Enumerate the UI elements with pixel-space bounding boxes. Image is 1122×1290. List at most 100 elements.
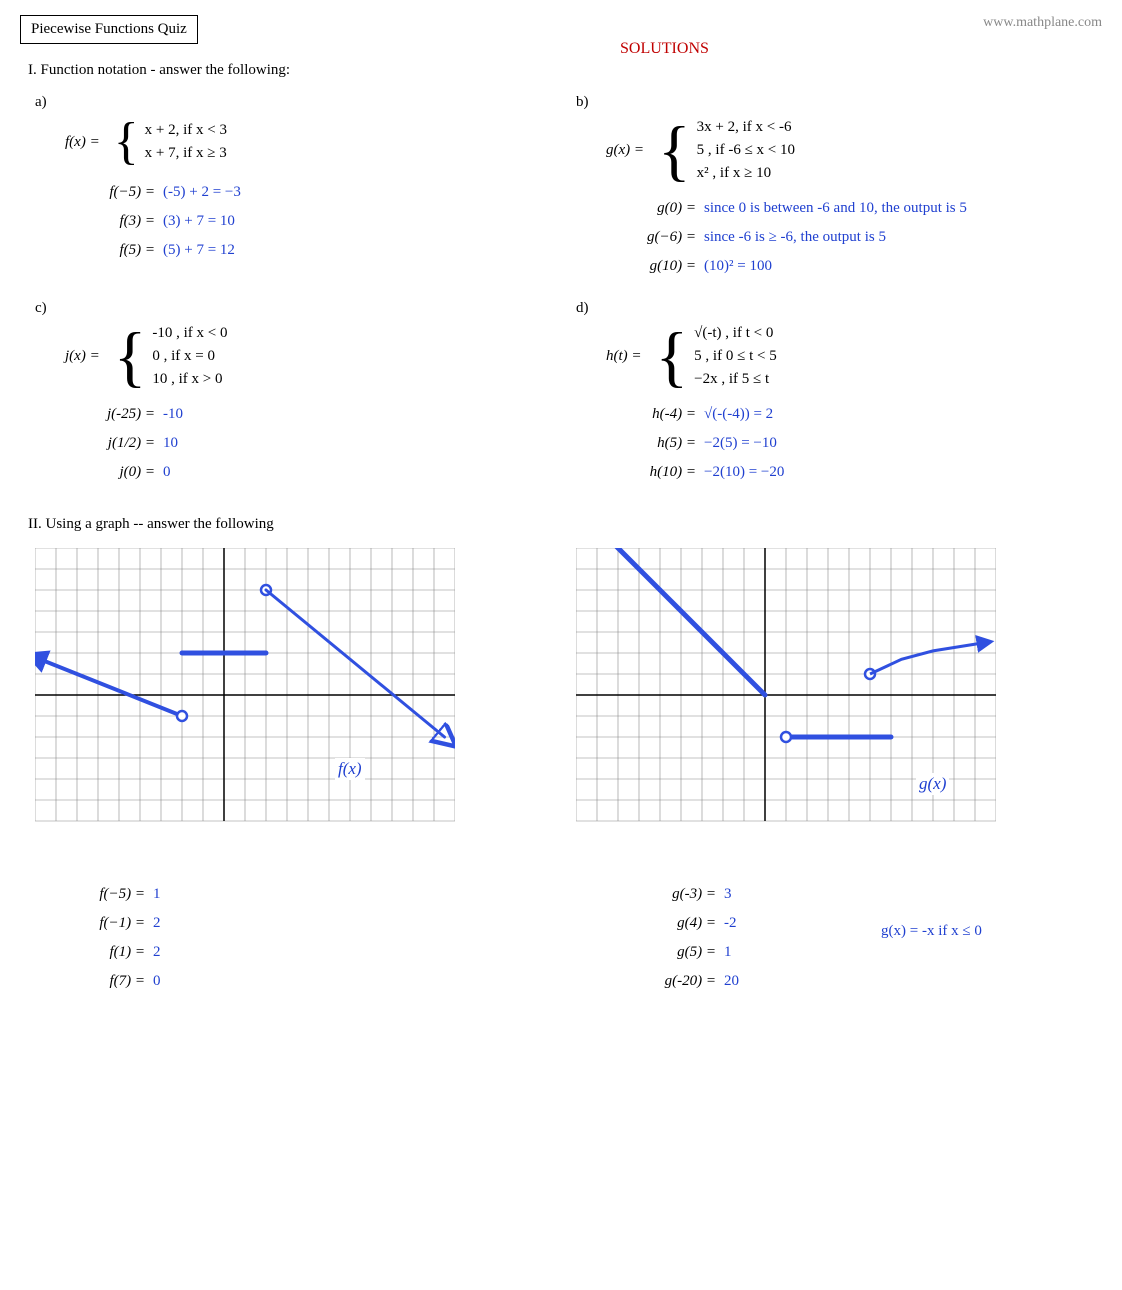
eval-question: f(5) = [85,242,163,259]
eval-question: g(5) = [646,944,724,961]
piece: x + 2, if x < 3 [145,122,227,139]
label-c: c) [35,300,546,317]
eval-question: g(-3) = [646,886,724,903]
eval-answer: 2 [153,944,161,961]
func-a-name: f(x) = [65,134,100,151]
piece: √(-t) , if t < 0 [694,325,777,342]
func-d-name: h(t) = [606,348,642,365]
eval-answer: since -6 is ≥ -6, the output is 5 [704,229,886,246]
header: Piecewise Functions Quiz www.mathplane.c… [20,15,1102,44]
pieces-b: 3x + 2, if x < -6 5 , if -6 ≤ x < 10 x² … [697,119,795,182]
eval-answer: -2 [724,915,737,932]
func-b-name: g(x) = [606,142,644,159]
eval-line: f(7) =0 [75,973,546,990]
eval-answer: (3) + 7 = 10 [163,213,235,230]
eval-line: h(10) =−2(10) = −20 [626,464,1087,481]
eval-answer: 2 [153,915,161,932]
eval-answer: (5) + 7 = 12 [163,242,235,259]
eval-answer: 0 [153,973,161,990]
brace-icon: { [656,326,689,387]
eval-question: j(0) = [85,464,163,481]
piece: 10 , if x > 0 [152,371,227,388]
eval-answer: 0 [163,464,171,481]
eval-answer: −2(10) = −20 [704,464,784,481]
eval-question: f(−5) = [75,886,153,903]
problem-a: a) f(x) = { x + 2, if x < 3 x + 7, if x ≥… [20,89,561,280]
label-b: b) [576,94,1087,111]
piece: 0 , if x = 0 [152,348,227,365]
graph-f-svg [35,548,455,848]
brace-icon: { [114,119,139,166]
problem-b: b) g(x) = { 3x + 2, if x < -6 5 , if -6 … [561,89,1102,280]
eval-line: g(5) =1 [646,944,1087,961]
eval-line: j(0) = 0 [85,464,546,481]
eval-line: f(5) =(5) + 7 = 12 [85,242,546,259]
graph-f-label: f(x) [335,758,365,780]
eval-line: h(5) =−2(5) = −10 [626,435,1087,452]
section-2-heading: II. Using a graph -- answer the followin… [28,516,1102,533]
section-1-heading: I. Function notation - answer the follow… [28,62,1102,79]
eval-line: g(-20) =20 [646,973,1087,990]
quiz-title: Piecewise Functions Quiz [20,15,198,44]
eval-answer: (10)² = 100 [704,258,772,275]
pieces-c: -10 , if x < 0 0 , if x = 0 10 , if x > … [152,325,227,388]
eval-question: f(1) = [75,944,153,961]
eval-question: g(4) = [646,915,724,932]
source-url: www.mathplane.com [983,15,1102,31]
graph-g: g(x) [576,548,996,868]
graph-g-col: g(x) g(-3) =3g(4) =-2g(5) =1g(-20) =20 g… [561,543,1102,995]
eval-question: g(-20) = [646,973,724,990]
label-a: a) [35,94,546,111]
eval-answer: 1 [153,886,161,903]
eval-question: f(−5) = [85,184,163,201]
evals-c: j(-25) =-10j(1/2) = 10j(0) = 0 [85,406,546,481]
eval-line: f(3) =(3) + 7 = 10 [85,213,546,230]
eval-line: f(1) =2 [75,944,546,961]
evals-graph-f: f(−5) =1f(−1) =2f(1) =2f(7) =0 [75,886,546,990]
piece: 5 , if -6 ≤ x < 10 [697,142,795,159]
eval-question: h(5) = [626,435,704,452]
evals-graph-g: g(-3) =3g(4) =-2g(5) =1g(-20) =20 [646,886,1087,990]
pieces-a: x + 2, if x < 3 x + 7, if x ≥ 3 [145,122,227,162]
row-cd: c) j(x) = { -10 , if x < 0 0 , if x = 0 … [20,295,1102,486]
eval-line: j(1/2) = 10 [85,435,546,452]
brace-icon: { [658,120,691,181]
eval-question: f(−1) = [75,915,153,932]
eval-answer: 20 [724,973,739,990]
eval-question: g(0) = [626,200,704,217]
row-graphs: f(x) f(−5) =1f(−1) =2f(1) =2f(7) =0 g(x)… [20,543,1102,995]
eval-answer: 3 [724,886,732,903]
eval-question: j(-25) = [85,406,163,423]
piece: −2x , if 5 ≤ t [694,371,777,388]
graph-g-label: g(x) [916,773,949,795]
eval-line: j(-25) =-10 [85,406,546,423]
eval-question: h(10) = [626,464,704,481]
eval-line: f(−5) =1 [75,886,546,903]
graph-f-col: f(x) f(−5) =1f(−1) =2f(1) =2f(7) =0 [20,543,561,995]
eval-answer: √(-(-4)) = 2 [704,406,773,423]
eval-answer: 10 [163,435,178,452]
piece: -10 , if x < 0 [152,325,227,342]
piece: 3x + 2, if x < -6 [697,119,795,136]
problem-d: d) h(t) = { √(-t) , if t < 0 5 , if 0 ≤ … [561,295,1102,486]
eval-line: f(−1) =2 [75,915,546,932]
eval-question: f(7) = [75,973,153,990]
eval-line: f(−5) =(-5) + 2 = −3 [85,184,546,201]
eval-line: g(0) =since 0 is between -6 and 10, the … [626,200,1087,217]
func-c-name: j(x) = [65,348,100,365]
piece: x² , if x ≥ 10 [697,165,795,182]
graph-g-svg [576,548,996,848]
eval-question: h(-4) = [626,406,704,423]
row-ab: a) f(x) = { x + 2, if x < 3 x + 7, if x ≥… [20,89,1102,280]
graph-g-extra: g(x) = -x if x ≤ 0 [881,923,982,940]
eval-answer: −2(5) = −10 [704,435,777,452]
graph-f: f(x) [35,548,455,868]
eval-question: j(1/2) = [85,435,163,452]
piece: x + 7, if x ≥ 3 [145,145,227,162]
eval-line: g(-3) =3 [646,886,1087,903]
eval-question: f(3) = [85,213,163,230]
eval-answer: (-5) + 2 = −3 [163,184,241,201]
evals-b: g(0) =since 0 is between -6 and 10, the … [626,200,1087,275]
eval-answer: since 0 is between -6 and 10, the output… [704,200,967,217]
solutions-label: SOLUTIONS [620,40,709,58]
